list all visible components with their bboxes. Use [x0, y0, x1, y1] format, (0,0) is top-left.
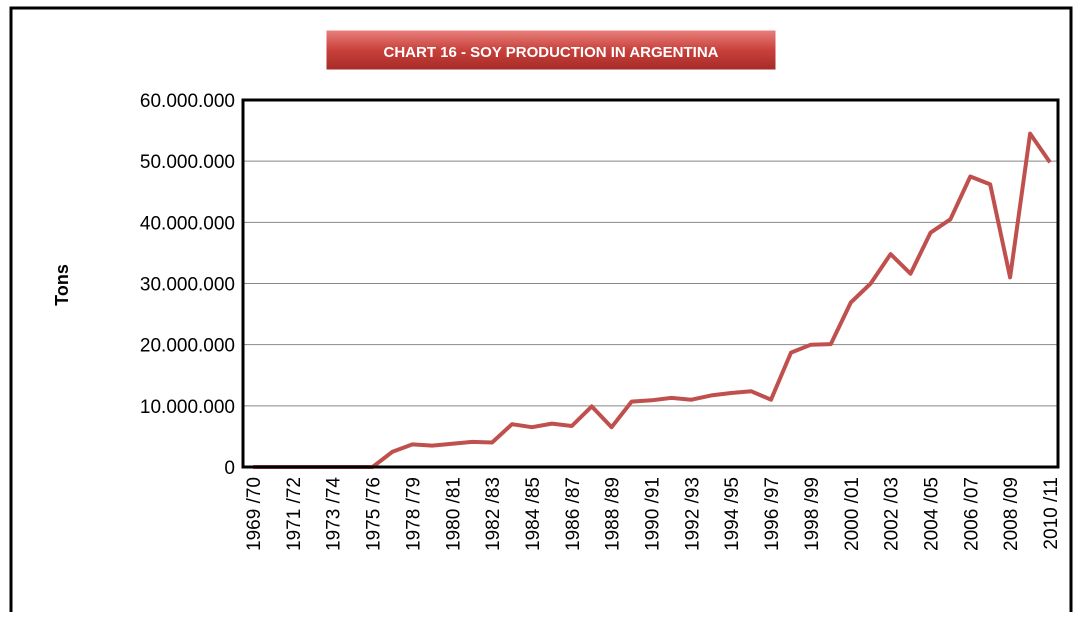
x-tick-label: 2006 /07	[961, 477, 982, 551]
y-tick-label: 40.000.000	[140, 213, 235, 234]
chart-title: CHART 16 - SOY PRODUCTION IN ARGENTINA	[383, 44, 718, 61]
x-tick-label: 1980 /81	[443, 477, 464, 551]
y-tick-label: 50.000.000	[140, 152, 235, 173]
data-line	[253, 131, 1052, 469]
x-tick-label: 2010 /11	[1041, 477, 1062, 550]
y-tick-label: 30.000.000	[140, 275, 235, 296]
x-tick-label: 1973 /74	[324, 477, 345, 551]
y-tick-label: 10.000.000	[140, 397, 235, 418]
x-tick-label: 1984 /85	[523, 477, 544, 551]
x-tick-label: 1994 /95	[722, 477, 743, 551]
y-tick-label: 20.000.000	[140, 336, 235, 357]
x-tick-label: 1998 /99	[802, 477, 823, 551]
x-tick-label: 2000 /01	[842, 477, 863, 551]
x-tick-label: 1990 /91	[643, 477, 664, 551]
x-tick-label: 1975 /76	[364, 477, 385, 551]
x-tick-label: 1971 /72	[284, 477, 305, 551]
x-tick-label: 1978 /79	[403, 477, 424, 551]
y-tick-label: 0	[224, 458, 235, 479]
x-tick-label: 1969 /70	[244, 477, 265, 551]
x-tick-label: 1992 /93	[682, 477, 703, 551]
x-tick-label: 1982 /83	[483, 477, 504, 551]
x-tick-label: 1988 /89	[603, 477, 624, 551]
plot-border	[241, 98, 1060, 469]
y-tick-label: 60.000.000	[140, 91, 235, 112]
x-tick-label: 2008 /09	[1001, 477, 1022, 551]
x-tick-label: 2002 /03	[882, 477, 903, 551]
x-tick-label: 1996 /97	[762, 477, 783, 551]
y-axis-label: Tons	[52, 264, 72, 306]
x-tick-label: 1986 /87	[563, 477, 584, 551]
title-box	[325, 29, 777, 71]
x-tick-label: 2004 /05	[921, 477, 942, 551]
frame	[9, 6, 1073, 617]
